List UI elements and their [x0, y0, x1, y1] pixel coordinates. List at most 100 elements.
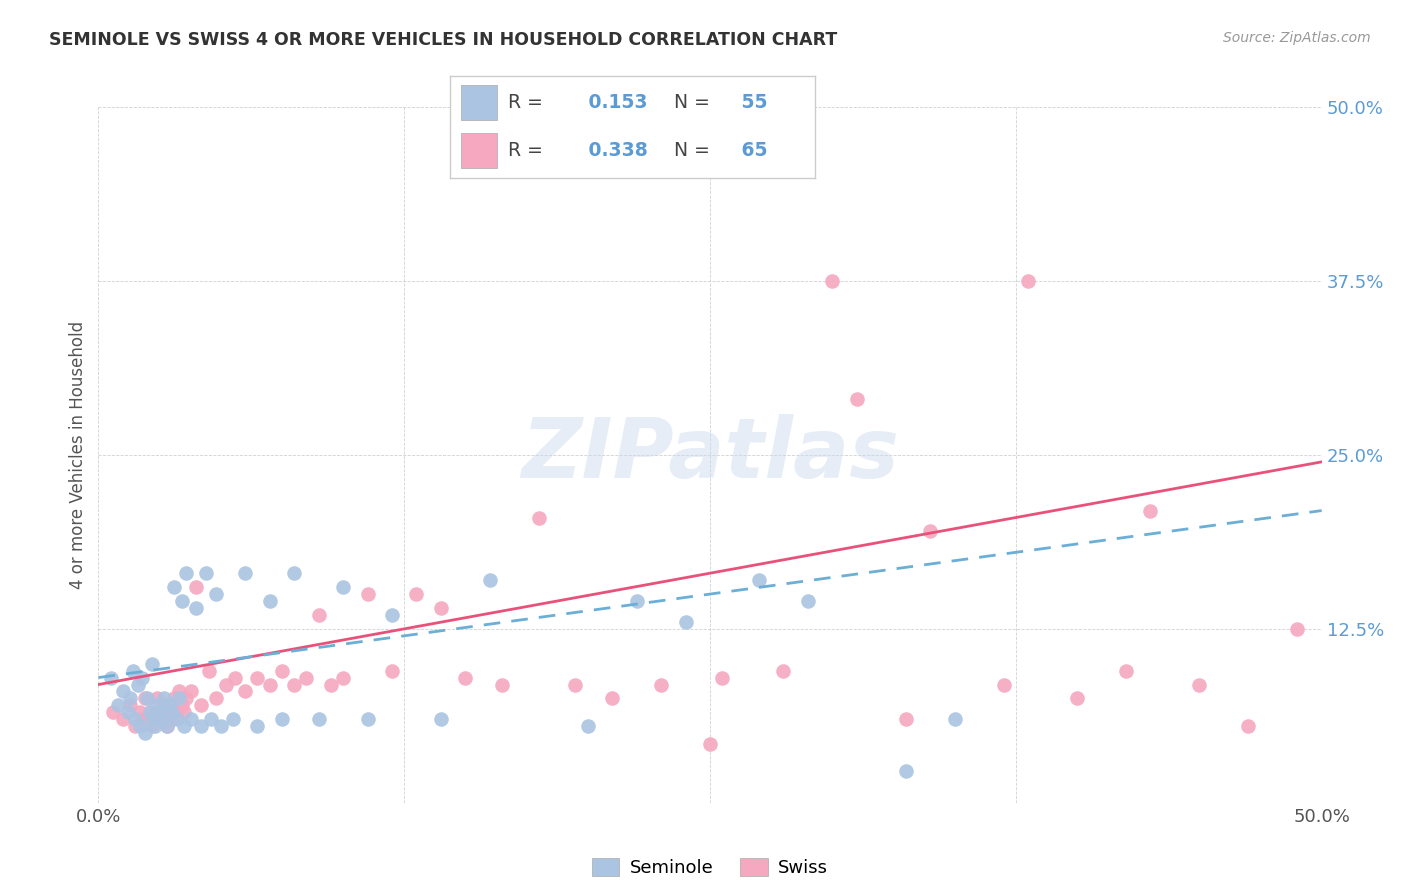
Point — [100, 671, 122, 685]
Point — [146, 691, 169, 706]
Point — [127, 677, 149, 691]
Point — [381, 607, 404, 622]
Point — [167, 691, 190, 706]
Point — [146, 698, 169, 713]
Point — [1066, 691, 1088, 706]
Point — [156, 719, 179, 733]
Point — [153, 698, 176, 713]
Point — [699, 737, 721, 751]
Point — [150, 712, 173, 726]
Point — [319, 677, 342, 691]
Point — [124, 719, 146, 733]
Text: Source: ZipAtlas.com: Source: ZipAtlas.com — [1223, 31, 1371, 45]
Point — [141, 657, 163, 671]
Point — [143, 719, 166, 733]
Point — [454, 671, 477, 685]
Point — [195, 566, 218, 581]
Point — [993, 677, 1015, 691]
Point — [163, 580, 186, 594]
Point — [405, 587, 427, 601]
Point — [222, 712, 245, 726]
Point — [170, 594, 193, 608]
Point — [356, 712, 378, 726]
Point — [141, 719, 163, 733]
Point — [233, 566, 256, 581]
Point — [197, 664, 219, 678]
Point — [675, 615, 697, 629]
Point — [1237, 719, 1260, 733]
Point — [117, 706, 139, 720]
Point — [711, 671, 734, 685]
Point — [173, 719, 195, 733]
Point — [141, 712, 163, 726]
Point — [381, 664, 404, 678]
FancyBboxPatch shape — [461, 85, 498, 120]
Point — [430, 712, 453, 726]
Point — [143, 712, 166, 726]
Point — [190, 698, 212, 713]
Text: N =: N = — [662, 141, 716, 161]
Point — [308, 712, 330, 726]
Point — [153, 691, 176, 706]
Point — [332, 580, 354, 594]
Point — [894, 764, 917, 778]
Point — [131, 712, 153, 726]
Point — [205, 691, 228, 706]
Point — [430, 601, 453, 615]
Point — [1017, 274, 1039, 288]
Point — [527, 510, 550, 524]
Point — [129, 719, 152, 733]
Point — [233, 684, 256, 698]
Point — [821, 274, 844, 288]
Point — [120, 698, 142, 713]
Point — [295, 671, 318, 685]
Point — [246, 719, 269, 733]
Point — [111, 712, 134, 726]
Point — [186, 580, 208, 594]
Text: 55: 55 — [735, 93, 768, 112]
Point — [845, 392, 868, 407]
Point — [356, 587, 378, 601]
Y-axis label: 4 or more Vehicles in Household: 4 or more Vehicles in Household — [69, 321, 87, 589]
Point — [1139, 503, 1161, 517]
Point — [176, 566, 198, 581]
Point — [124, 712, 146, 726]
Point — [600, 691, 623, 706]
Point — [160, 712, 183, 726]
Text: N =: N = — [662, 93, 716, 112]
Point — [190, 719, 212, 733]
Point — [131, 671, 153, 685]
Point — [920, 524, 942, 539]
Point — [270, 664, 294, 678]
Point — [576, 719, 599, 733]
Point — [180, 712, 202, 726]
Point — [564, 677, 586, 691]
Point — [1188, 677, 1211, 691]
Point — [283, 677, 305, 691]
Text: ZIPatlas: ZIPatlas — [522, 415, 898, 495]
Point — [246, 671, 269, 685]
Text: 0.338: 0.338 — [582, 141, 647, 161]
Point — [283, 566, 305, 581]
Point — [332, 671, 354, 685]
Point — [134, 726, 156, 740]
Text: SEMINOLE VS SWISS 4 OR MORE VEHICLES IN HOUSEHOLD CORRELATION CHART: SEMINOLE VS SWISS 4 OR MORE VEHICLES IN … — [49, 31, 838, 49]
Point — [166, 706, 188, 720]
Text: 0.153: 0.153 — [582, 93, 647, 112]
Point — [173, 706, 195, 720]
Text: R =: R = — [509, 141, 550, 161]
Point — [1115, 664, 1137, 678]
Point — [157, 698, 180, 713]
Point — [156, 719, 179, 733]
Point — [111, 684, 134, 698]
Point — [491, 677, 513, 691]
Point — [157, 706, 180, 720]
Text: 65: 65 — [735, 141, 768, 161]
Point — [129, 706, 152, 720]
Point — [107, 698, 129, 713]
Point — [166, 712, 188, 726]
Point — [270, 712, 294, 726]
Point — [259, 594, 281, 608]
Point — [170, 698, 193, 713]
Point — [163, 691, 186, 706]
